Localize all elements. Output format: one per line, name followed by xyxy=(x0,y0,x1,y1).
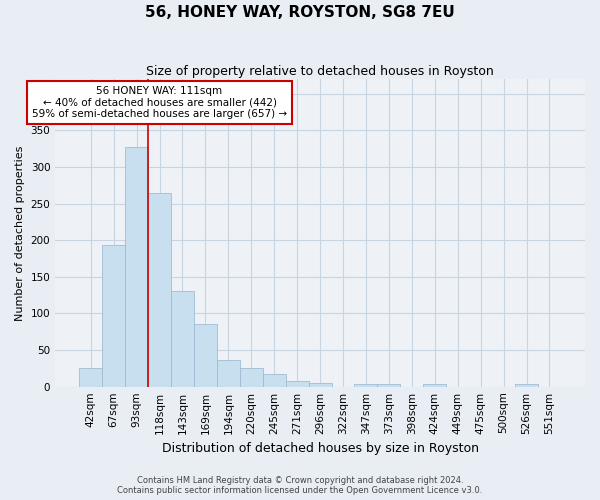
Bar xyxy=(217,360,240,386)
Bar xyxy=(263,374,286,386)
X-axis label: Distribution of detached houses by size in Royston: Distribution of detached houses by size … xyxy=(161,442,479,455)
Bar xyxy=(171,292,194,386)
Bar xyxy=(148,192,171,386)
Text: 56 HONEY WAY: 111sqm
← 40% of detached houses are smaller (442)
59% of semi-deta: 56 HONEY WAY: 111sqm ← 40% of detached h… xyxy=(32,86,287,119)
Bar xyxy=(308,383,332,386)
Bar xyxy=(355,384,377,386)
Bar xyxy=(79,368,102,386)
Y-axis label: Number of detached properties: Number of detached properties xyxy=(15,145,25,320)
Bar xyxy=(423,384,446,386)
Bar xyxy=(194,324,217,386)
Bar xyxy=(125,146,148,386)
Bar xyxy=(240,368,263,386)
Bar xyxy=(515,384,538,386)
Bar xyxy=(102,246,125,386)
Text: Contains HM Land Registry data © Crown copyright and database right 2024.
Contai: Contains HM Land Registry data © Crown c… xyxy=(118,476,482,495)
Text: 56, HONEY WAY, ROYSTON, SG8 7EU: 56, HONEY WAY, ROYSTON, SG8 7EU xyxy=(145,5,455,20)
Bar xyxy=(286,381,308,386)
Bar xyxy=(377,384,400,386)
Title: Size of property relative to detached houses in Royston: Size of property relative to detached ho… xyxy=(146,65,494,78)
